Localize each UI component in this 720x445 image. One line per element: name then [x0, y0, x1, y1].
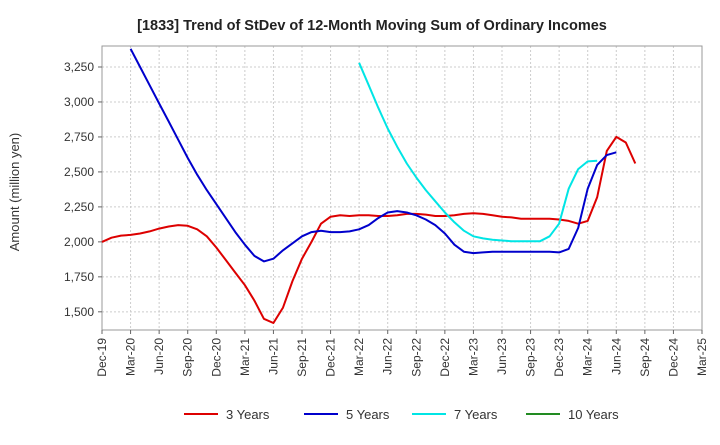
legend: 3 Years 5 Years 7 Years 10 Years [184, 407, 619, 422]
legend-label: 5 Years [346, 407, 390, 422]
x-tick-label: Dec-19 [95, 338, 109, 377]
x-tick-label: Jun-21 [266, 338, 280, 375]
x-tick-label: Dec-22 [438, 338, 452, 377]
x-tick-label: Mar-20 [124, 338, 138, 376]
y-tick-label: 2,500 [64, 165, 94, 179]
y-tick-label: 2,750 [64, 130, 94, 144]
x-tick-label: Sep-20 [181, 338, 195, 377]
x-tick-label: Sep-24 [638, 338, 652, 377]
x-tick-label: Dec-21 [324, 338, 338, 377]
y-tick-label: 3,000 [64, 95, 94, 109]
series-lines [101, 48, 637, 324]
legend-label: 10 Years [568, 407, 619, 422]
series-line-7-years [358, 62, 598, 243]
legend-label: 3 Years [226, 407, 270, 422]
x-tick-label: Mar-22 [352, 338, 366, 376]
series-line-5-years [129, 48, 617, 263]
y-tick-label: 3,250 [64, 60, 94, 74]
x-tick-label: Jun-23 [495, 338, 509, 375]
x-tick-label: Dec-23 [552, 338, 566, 377]
x-tick-label: Jun-20 [152, 338, 166, 375]
chart-title: [1833] Trend of StDev of 12-Month Moving… [137, 18, 607, 34]
x-tick-label: Mar-21 [238, 338, 252, 376]
x-tick-label: Jun-22 [381, 338, 395, 375]
series-line-3-years [101, 135, 637, 324]
x-tick-label: Sep-23 [524, 338, 538, 377]
x-tick-label: Mar-25 [695, 338, 709, 376]
y-axis-label: Amount (million yen) [7, 133, 22, 252]
y-tick-label: 2,000 [64, 235, 94, 249]
grid-lines [101, 46, 703, 330]
y-tick-label: 1,500 [64, 305, 94, 319]
y-tick-labels: 1,500 1,750 2,000 2,250 2,500 2,750 3,000 3,250 [64, 60, 94, 319]
x-tick-labels: Dec-19 Mar-20 Jun-20 Sep-20 Dec-20 Mar-21 Jun-… [95, 338, 709, 377]
legend-label: 7 Years [454, 407, 498, 422]
x-tick-label: Dec-24 [666, 338, 680, 377]
y-tick-label: 2,250 [64, 200, 94, 214]
axes [98, 45, 703, 334]
x-tick-label: Sep-21 [295, 338, 309, 377]
x-tick-label: Mar-23 [466, 338, 480, 376]
y-tick-label: 1,750 [64, 270, 94, 284]
x-tick-label: Jun-24 [609, 338, 623, 375]
x-tick-label: Mar-24 [581, 338, 595, 376]
x-tick-label: Dec-20 [209, 338, 223, 377]
x-tick-label: Sep-22 [409, 338, 423, 377]
plot-frame [101, 45, 703, 331]
